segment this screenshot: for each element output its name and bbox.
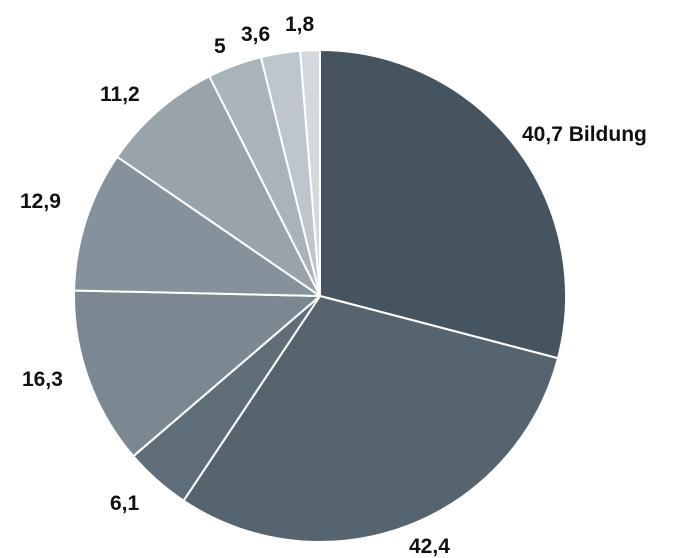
slice-label-6: 11,2 [100, 83, 140, 106]
pie-slice-9 [299, 48, 321, 297]
pie-slice-4 [73, 289, 321, 458]
slice-label-1: 40,7 Bildung [522, 123, 647, 146]
pie-labels: 40,7 Bildung 42,4 6,1 16,3 12,9 11,2 5 3,6 1,8 [20, 13, 647, 558]
slice-label-2: 42,4 [409, 535, 450, 558]
pie-slice-5 [73, 155, 321, 297]
pie-slice-6 [116, 75, 321, 297]
slice-label-8: 3,6 [241, 23, 270, 46]
pie-slice-1 [319, 49, 567, 360]
slice-label-5: 12,9 [20, 190, 61, 213]
pie-slices [73, 48, 567, 543]
pie-slice-2 [182, 295, 559, 543]
slice-label-3: 6,1 [110, 492, 140, 515]
slice-label-4: 16,3 [22, 368, 63, 391]
slice-label-7: 5 [214, 35, 226, 58]
slice-label-9: 1,8 [285, 13, 315, 36]
